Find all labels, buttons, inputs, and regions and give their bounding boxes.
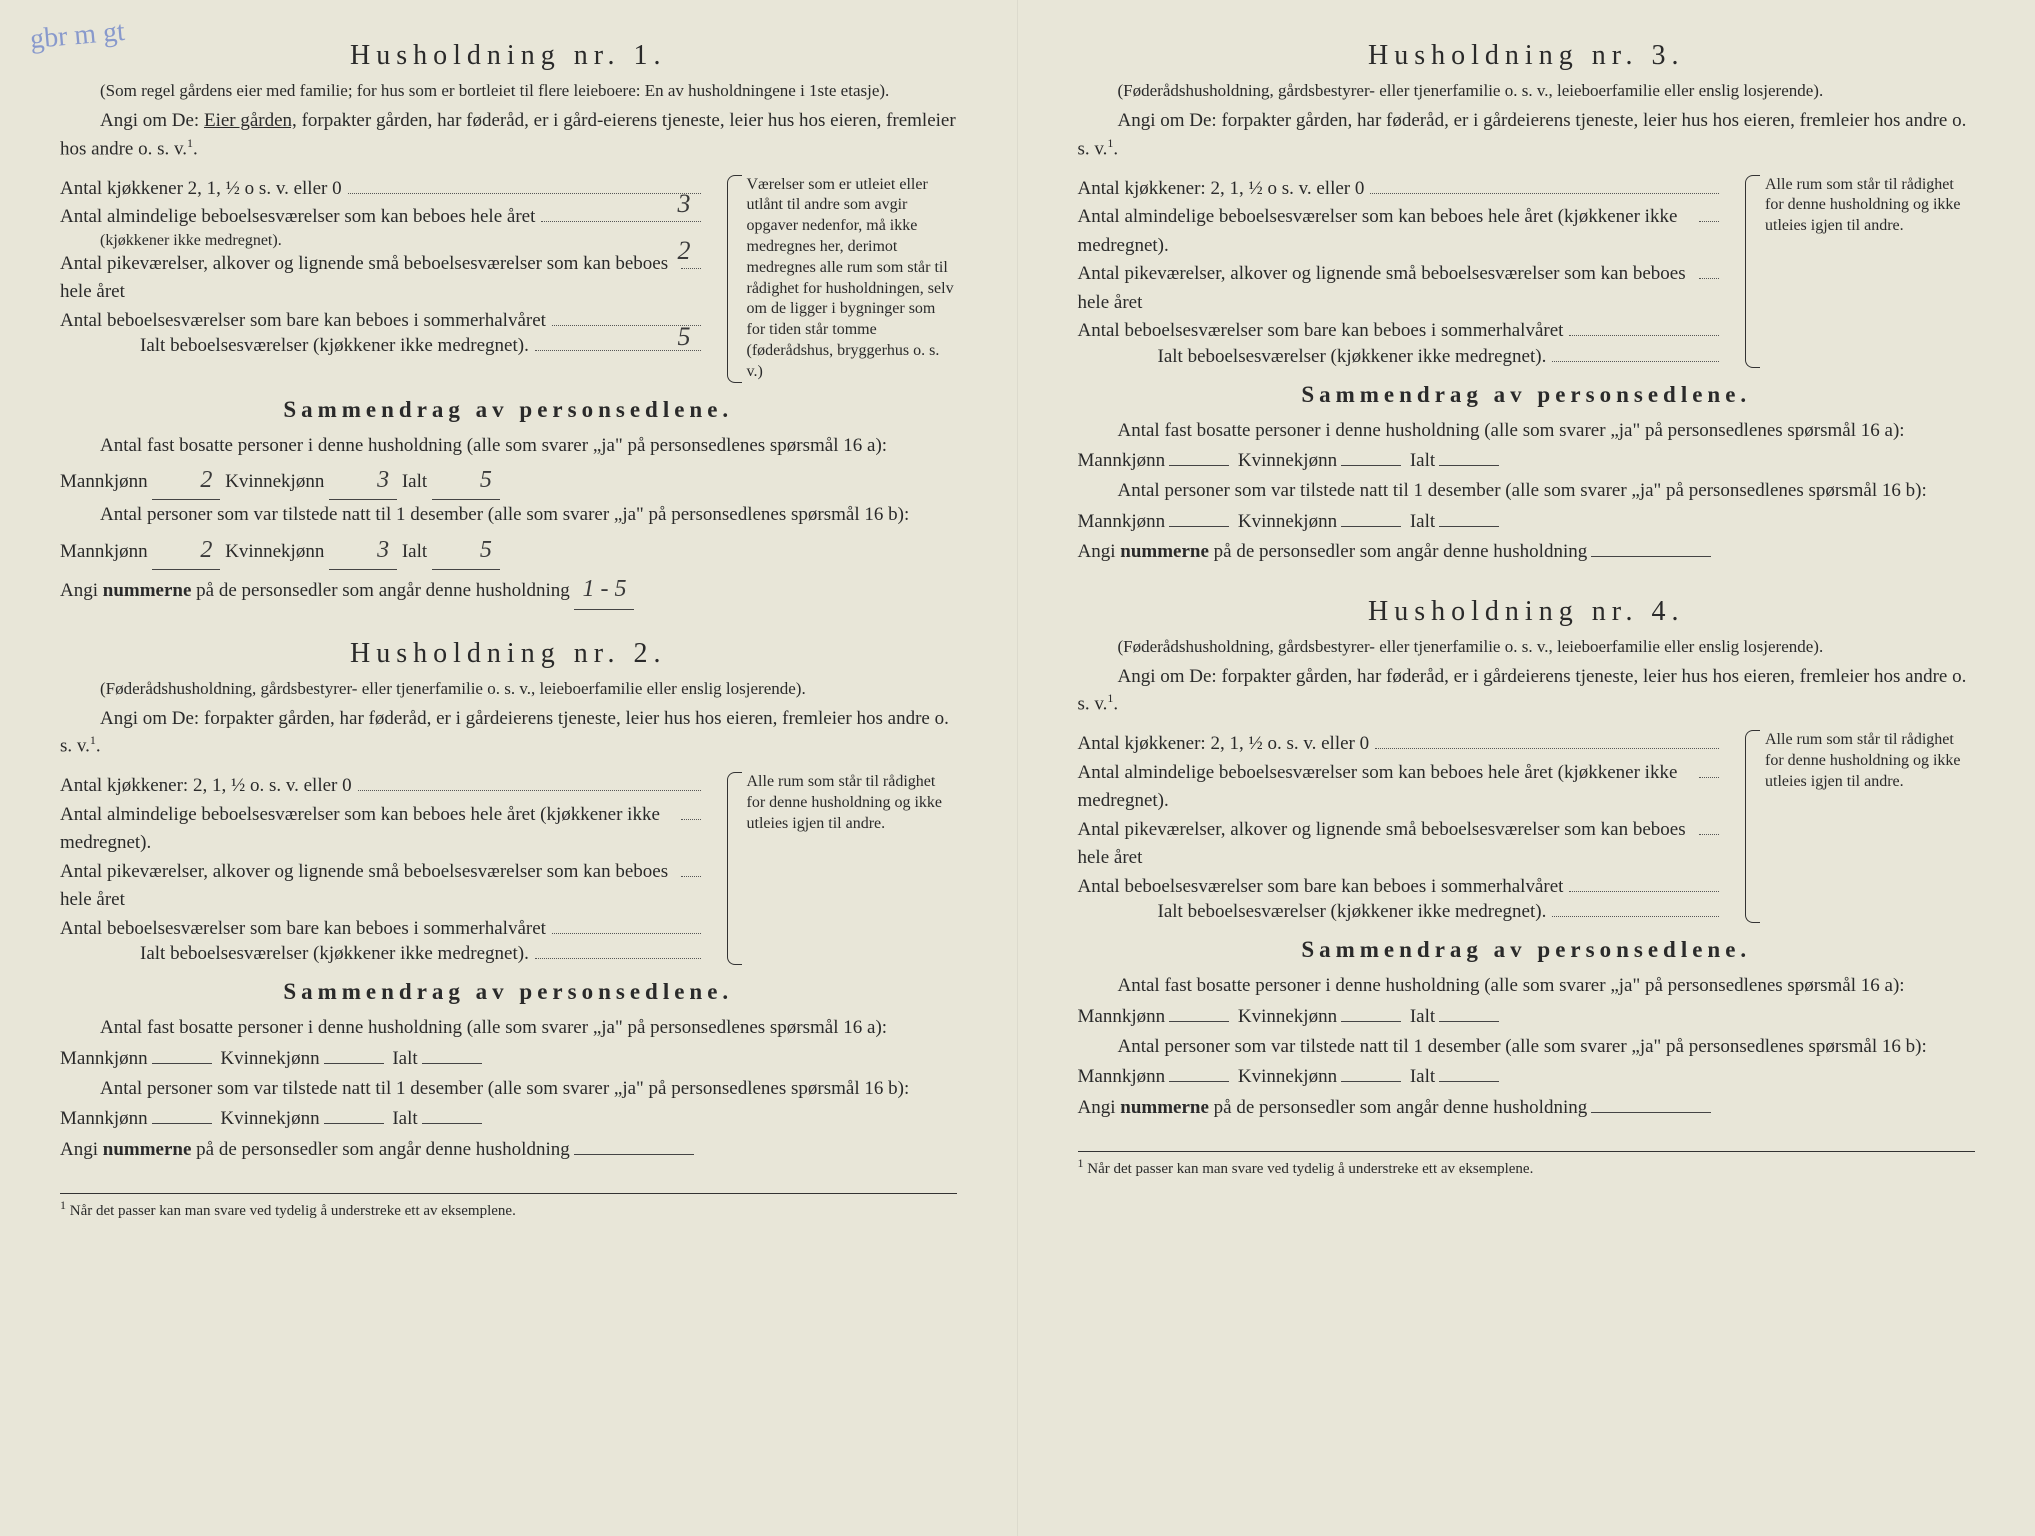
summer-field: Antal beboelsesværelser som bare kan beb… [60,307,707,336]
household-3: Husholdning nr. 3. (Føderådshusholdning,… [1078,40,1976,568]
summary-title-2: Sammendrag av personsedlene. [60,979,957,1005]
side-note-3: Alle rum som står til rådighet for denne… [1745,175,1975,368]
summary-title-1: Sammendrag av personsedlene. [60,397,957,423]
footnote-right: 1 Når det passer kan man svare ved tydel… [1078,1151,1976,1178]
bosatte-4: Antal fast bosatte personer i denne hush… [1078,971,1976,1032]
household-2-title: Husholdning nr. 2. [60,638,957,670]
nummer-4: Angi nummerne på de personsedler som ang… [1078,1093,1976,1123]
household-4-angi: Angi om De: forpakter gården, har føderå… [1078,664,1976,719]
footnote-left: 1 Når det passer kan man svare ved tydel… [60,1193,957,1220]
household-2: Husholdning nr. 2. (Føderådshusholdning,… [60,638,957,1166]
total-field: Ialt beboelsesværelser (kjøkkener ikke m… [60,335,707,357]
household-4-title: Husholdning nr. 4. [1078,596,1976,628]
right-page: Husholdning nr. 3. (Føderådshusholdning,… [1018,0,2035,1536]
household-3-subtitle: (Føderådshusholdning, gårdsbestyrer- ell… [1078,80,1976,102]
nummer-2: Angi nummerne på de personsedler som ang… [60,1135,957,1165]
kitchens-field: Antal kjøkkener 2, 1, ½ o s. v. eller 0 [60,175,707,204]
household-4-subtitle: (Føderådshusholdning, gårdsbestyrer- ell… [1078,636,1976,658]
household-2-angi: Angi om De: forpakter gården, har føderå… [60,706,957,761]
side-note-2: Alle rum som står til rådighet for denne… [727,772,957,965]
bosatte-3: Antal fast bosatte personer i denne hush… [1078,416,1976,477]
rooms-field: Antal almindelige beboelsesværelser som … [60,203,707,232]
summary-title-3: Sammendrag av personsedlene. [1078,382,1976,408]
household-3-title: Husholdning nr. 3. [1078,40,1976,72]
summary-title-4: Sammendrag av personsedlene. [1078,937,1976,963]
alcoves-field: Antal pikeværelser, alkover og lignende … [60,250,707,307]
nummer-1: Angi nummerne på de personsedler som ang… [60,570,957,609]
tilstede-3: Antal personer som var tilstede natt til… [1078,476,1976,537]
left-page: gbr m gt Husholdning nr. 1. (Som regel g… [0,0,1018,1536]
rooms-sublabel: (kjøkkener ikke medregnet). [60,232,707,250]
bosatte-2: Antal fast bosatte personer i denne hush… [60,1013,957,1074]
household-1-title: Husholdning nr. 1. [60,40,957,72]
side-note-1: Værelser som er utleiet eller utlånt til… [727,175,957,383]
household-4: Husholdning nr. 4. (Føderådshusholdning,… [1078,596,1976,1124]
tilstede-2: Antal personer som var tilstede natt til… [60,1074,957,1135]
side-note-4: Alle rum som står til rådighet for denne… [1745,730,1975,923]
household-1-angi: Angi om De: Eier gården, forpakter gårde… [60,108,957,163]
bosatte-1: Antal fast bosatte personer i denne hush… [60,431,957,501]
household-2-subtitle: (Føderådshusholdning, gårdsbestyrer- ell… [60,678,957,700]
household-1: Husholdning nr. 1. (Som regel gårdens ei… [60,40,957,610]
household-1-subtitle: (Som regel gårdens eier med familie; for… [60,80,957,102]
tilstede-4: Antal personer som var tilstede natt til… [1078,1032,1976,1093]
nummer-3: Angi nummerne på de personsedler som ang… [1078,537,1976,567]
tilstede-1: Antal personer som var tilstede natt til… [60,500,957,570]
household-3-angi: Angi om De: forpakter gården, har føderå… [1078,108,1976,163]
